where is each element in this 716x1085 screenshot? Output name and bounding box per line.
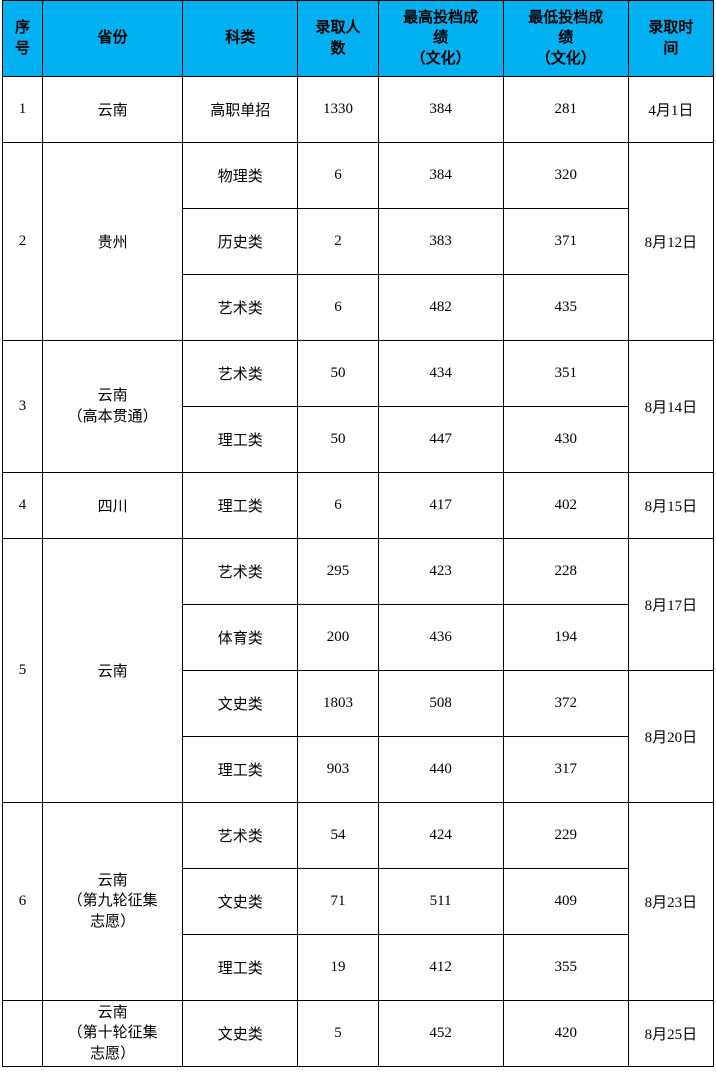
- table-header-row: 序号 省份 科类 录取人数 最高投档成绩（文化） 最低投档成绩（文化） 录取时间: [3, 1, 714, 77]
- cell-min: 194: [503, 605, 628, 671]
- table-row: 6 云南（第九轮征集志愿） 艺术类 54 424 229 8月23日: [3, 803, 714, 869]
- cell-max: 482: [378, 275, 503, 341]
- col-subject: 科类: [183, 1, 298, 77]
- cell-subject: 艺术类: [183, 275, 298, 341]
- cell-subject: 体育类: [183, 605, 298, 671]
- table-row: 5 云南 艺术类 295 423 228 8月17日: [3, 539, 714, 605]
- cell-count: 50: [298, 341, 378, 407]
- cell-subject: 理工类: [183, 935, 298, 1001]
- cell-count: 200: [298, 605, 378, 671]
- cell-min: 355: [503, 935, 628, 1001]
- cell-min: 320: [503, 143, 628, 209]
- cell-province: 云南（第十轮征集志愿）: [43, 1001, 183, 1067]
- cell-count: 50: [298, 407, 378, 473]
- table-row: 2 贵州 物理类 6 384 320 8月12日: [3, 143, 714, 209]
- cell-province: 云南: [43, 539, 183, 803]
- cell-date: 8月23日: [628, 803, 713, 1001]
- cell-max: 384: [378, 143, 503, 209]
- cell-province: 贵州: [43, 143, 183, 341]
- cell-max: 383: [378, 209, 503, 275]
- cell-subject: 文史类: [183, 671, 298, 737]
- cell-min: 372: [503, 671, 628, 737]
- table-row: 3 云南（高本贯通） 艺术类 50 434 351 8月14日: [3, 341, 714, 407]
- cell-subject: 文史类: [183, 1001, 298, 1067]
- cell-max: 384: [378, 77, 503, 143]
- cell-province: 云南（第九轮征集志愿）: [43, 803, 183, 1001]
- cell-province: 四川: [43, 473, 183, 539]
- col-min: 最低投档成绩（文化）: [503, 1, 628, 77]
- cell-min: 430: [503, 407, 628, 473]
- table-row: 云南（第十轮征集志愿） 文史类 5 452 420 8月25日: [3, 1001, 714, 1067]
- col-count: 录取人数: [298, 1, 378, 77]
- cell-min: 420: [503, 1001, 628, 1067]
- cell-max: 508: [378, 671, 503, 737]
- cell-min: 228: [503, 539, 628, 605]
- col-date: 录取时间: [628, 1, 713, 77]
- table-row: 1 云南 高职单招 1330 384 281 4月1日: [3, 77, 714, 143]
- cell-seq: 3: [3, 341, 43, 473]
- admission-table: 序号 省份 科类 录取人数 最高投档成绩（文化） 最低投档成绩（文化） 录取时间…: [2, 0, 714, 1067]
- cell-count: 71: [298, 869, 378, 935]
- cell-subject: 理工类: [183, 737, 298, 803]
- cell-count: 5: [298, 1001, 378, 1067]
- cell-count: 6: [298, 275, 378, 341]
- cell-min: 435: [503, 275, 628, 341]
- cell-max: 417: [378, 473, 503, 539]
- cell-count: 6: [298, 143, 378, 209]
- cell-subject: 高职单招: [183, 77, 298, 143]
- cell-max: 412: [378, 935, 503, 1001]
- cell-seq: [3, 1001, 43, 1067]
- table-row: 4 四川 理工类 6 417 402 8月15日: [3, 473, 714, 539]
- cell-subject: 历史类: [183, 209, 298, 275]
- cell-min: 402: [503, 473, 628, 539]
- cell-count: 1330: [298, 77, 378, 143]
- cell-count: 6: [298, 473, 378, 539]
- cell-count: 54: [298, 803, 378, 869]
- cell-seq: 1: [3, 77, 43, 143]
- cell-seq: 6: [3, 803, 43, 1001]
- cell-max: 423: [378, 539, 503, 605]
- cell-min: 409: [503, 869, 628, 935]
- cell-subject: 艺术类: [183, 539, 298, 605]
- cell-seq: 2: [3, 143, 43, 341]
- cell-max: 511: [378, 869, 503, 935]
- cell-max: 434: [378, 341, 503, 407]
- col-province: 省份: [43, 1, 183, 77]
- cell-date: 8月25日: [628, 1001, 713, 1067]
- cell-min: 229: [503, 803, 628, 869]
- cell-date: 8月15日: [628, 473, 713, 539]
- cell-subject: 艺术类: [183, 341, 298, 407]
- cell-seq: 5: [3, 539, 43, 803]
- col-seq: 序号: [3, 1, 43, 77]
- cell-min: 371: [503, 209, 628, 275]
- cell-subject: 物理类: [183, 143, 298, 209]
- cell-max: 452: [378, 1001, 503, 1067]
- cell-seq: 4: [3, 473, 43, 539]
- cell-max: 447: [378, 407, 503, 473]
- cell-subject: 理工类: [183, 473, 298, 539]
- cell-max: 440: [378, 737, 503, 803]
- cell-count: 2: [298, 209, 378, 275]
- cell-subject: 艺术类: [183, 803, 298, 869]
- cell-max: 424: [378, 803, 503, 869]
- cell-subject: 文史类: [183, 869, 298, 935]
- cell-subject: 理工类: [183, 407, 298, 473]
- cell-count: 295: [298, 539, 378, 605]
- cell-date: 8月12日: [628, 143, 713, 341]
- cell-date: 8月20日: [628, 671, 713, 803]
- cell-count: 19: [298, 935, 378, 1001]
- cell-min: 317: [503, 737, 628, 803]
- cell-min: 351: [503, 341, 628, 407]
- cell-date: 8月14日: [628, 341, 713, 473]
- cell-max: 436: [378, 605, 503, 671]
- cell-province: 云南（高本贯通）: [43, 341, 183, 473]
- cell-date: 4月1日: [628, 77, 713, 143]
- cell-province: 云南: [43, 77, 183, 143]
- col-max: 最高投档成绩（文化）: [378, 1, 503, 77]
- cell-count: 903: [298, 737, 378, 803]
- cell-date: 8月17日: [628, 539, 713, 671]
- cell-count: 1803: [298, 671, 378, 737]
- cell-min: 281: [503, 77, 628, 143]
